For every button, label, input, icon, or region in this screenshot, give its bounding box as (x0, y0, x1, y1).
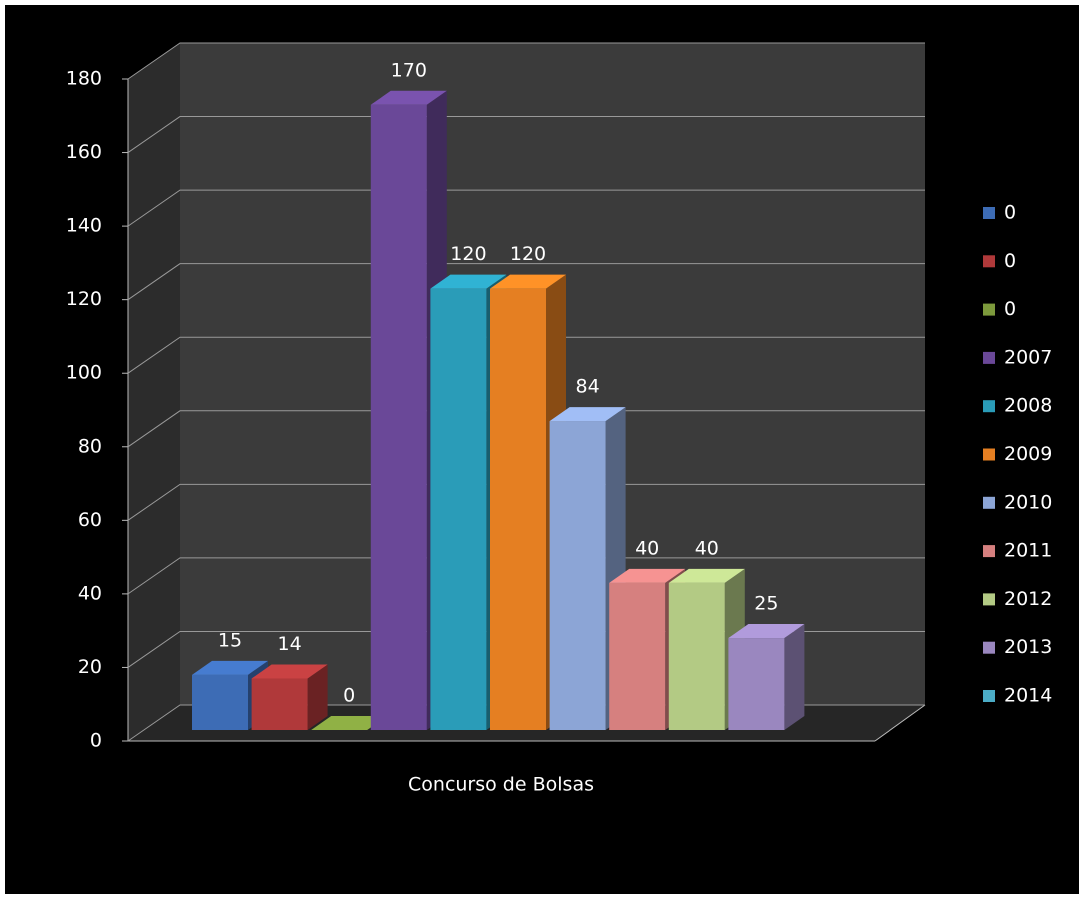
legend-marker (983, 641, 995, 654)
legend-marker (983, 351, 995, 364)
legend-marker (983, 448, 995, 461)
grid-line (127, 336, 925, 374)
legend-marker (983, 690, 995, 702)
y-tick-label: 40 (78, 582, 102, 604)
bar-top (430, 274, 507, 289)
bar (490, 288, 546, 730)
bar-top (668, 568, 745, 583)
data-label: 170 (391, 59, 427, 81)
data-label: 25 (754, 593, 778, 615)
y-tick-label: 140 (66, 215, 102, 237)
data-label: 15 (218, 629, 242, 651)
grid-line (127, 42, 925, 80)
bar (430, 288, 487, 730)
grid-line (127, 483, 925, 521)
y-tick-label: 120 (66, 288, 102, 310)
bar-top (251, 664, 328, 679)
bar (549, 421, 606, 730)
bar (728, 638, 785, 730)
y-tick-label: 100 (66, 362, 102, 384)
data-label: 84 (576, 376, 600, 398)
bar-side (307, 664, 328, 730)
bar (668, 582, 725, 730)
grid-line (127, 263, 925, 301)
legend-marker (983, 255, 995, 268)
bar (609, 582, 666, 730)
legend-label: 0 (1004, 202, 1016, 224)
legend-label: 2012 (1004, 588, 1052, 610)
legend-marker (983, 593, 995, 606)
bar-top (609, 568, 686, 583)
y-tick-label: 80 (78, 435, 102, 457)
data-label: 40 (635, 537, 659, 559)
legend-marker (983, 496, 995, 509)
floor-edge (874, 704, 926, 742)
bar-top (490, 274, 566, 289)
legend-label: 0 (1004, 250, 1016, 272)
legend-label: 2008 (1004, 395, 1052, 417)
bar-side (784, 624, 805, 730)
y-tick-label: 60 (78, 509, 102, 531)
x-tick-label: Concurso de Bolsas (408, 774, 594, 796)
legend-marker (983, 545, 995, 558)
data-label: 14 (278, 633, 302, 655)
legend-label: 2013 (1004, 636, 1052, 658)
data-label: 120 (450, 243, 486, 265)
data-label: 0 (343, 685, 355, 707)
bar (192, 674, 248, 730)
bar-top (370, 90, 447, 105)
data-label: 40 (695, 537, 719, 559)
bar-top (728, 624, 805, 639)
y-tick-label: 20 (78, 656, 102, 678)
bar (251, 678, 308, 730)
bar-top (192, 660, 268, 675)
bar (370, 104, 427, 731)
legend-label: 2011 (1004, 540, 1052, 562)
y-tick-label: 160 (66, 141, 102, 163)
legend-label: 2010 (1004, 491, 1052, 513)
y-tick-label: 180 (66, 68, 102, 90)
data-label: 120 (510, 243, 546, 265)
legend-marker (983, 303, 995, 316)
grid-line (127, 410, 925, 448)
legend-label: 2014 (1004, 685, 1052, 707)
legend-label: 0 (1004, 298, 1016, 320)
grid-line (127, 116, 925, 153)
legend-label: 2007 (1004, 346, 1052, 368)
grid-line (127, 557, 925, 595)
legend-label: 2009 (1004, 443, 1052, 465)
bar-top (311, 716, 388, 730)
legend-marker (983, 207, 995, 219)
legend-marker (983, 400, 995, 413)
y-tick-label: 0 (90, 730, 102, 752)
bar-top (549, 407, 626, 422)
grid-line (127, 189, 925, 227)
